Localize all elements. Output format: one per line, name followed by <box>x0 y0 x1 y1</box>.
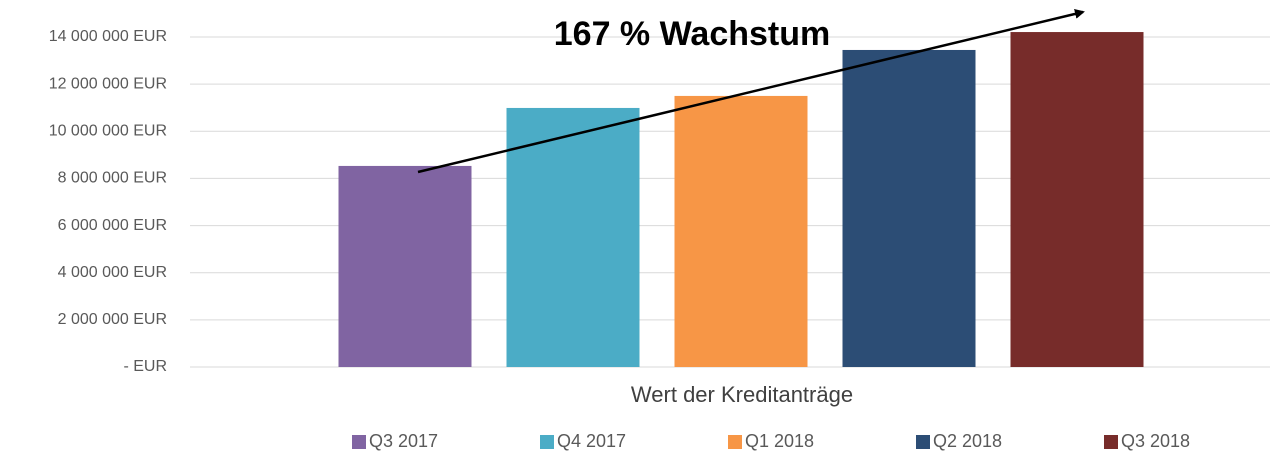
legend-swatch <box>352 435 366 449</box>
legend-swatch <box>1104 435 1118 449</box>
legend-label: Q3 2017 <box>369 431 438 451</box>
legend-label: Q1 2018 <box>745 431 814 451</box>
growth-arrow <box>417 9 1085 174</box>
bar <box>338 165 472 367</box>
annotation: 167 % Wachstum <box>554 15 831 53</box>
y-tick-label: 10 000 000 EUR <box>49 123 167 140</box>
legend-swatch <box>916 435 930 449</box>
y-tick-label: 8 000 000 EUR <box>58 170 167 187</box>
category-label: Wert der Kreditanträge <box>631 382 853 407</box>
bar <box>842 49 976 367</box>
y-tick-label: 6 000 000 EUR <box>58 217 167 234</box>
legend-swatch <box>540 435 554 449</box>
plot-area: - EUR 2 000 000 EUR 4 000 000 EUR 6 000 000… <box>49 28 1270 375</box>
y-tick-label: 12 000 000 EUR <box>49 75 167 92</box>
legend-label: Q4 2017 <box>557 431 626 451</box>
y-tick-label: 4 000 000 EUR <box>58 264 167 281</box>
legend-label: Q2 2018 <box>933 431 1002 451</box>
bar <box>674 95 808 367</box>
legend-label: Q3 2018 <box>1121 431 1190 451</box>
y-tick-label: - EUR <box>123 358 167 375</box>
bar <box>506 107 640 367</box>
y-tick-label: 2 000 000 EUR <box>58 311 167 328</box>
y-tick-label: 14 000 000 EUR <box>49 28 167 45</box>
bar <box>1010 32 1144 368</box>
legend-swatch <box>728 435 742 449</box>
